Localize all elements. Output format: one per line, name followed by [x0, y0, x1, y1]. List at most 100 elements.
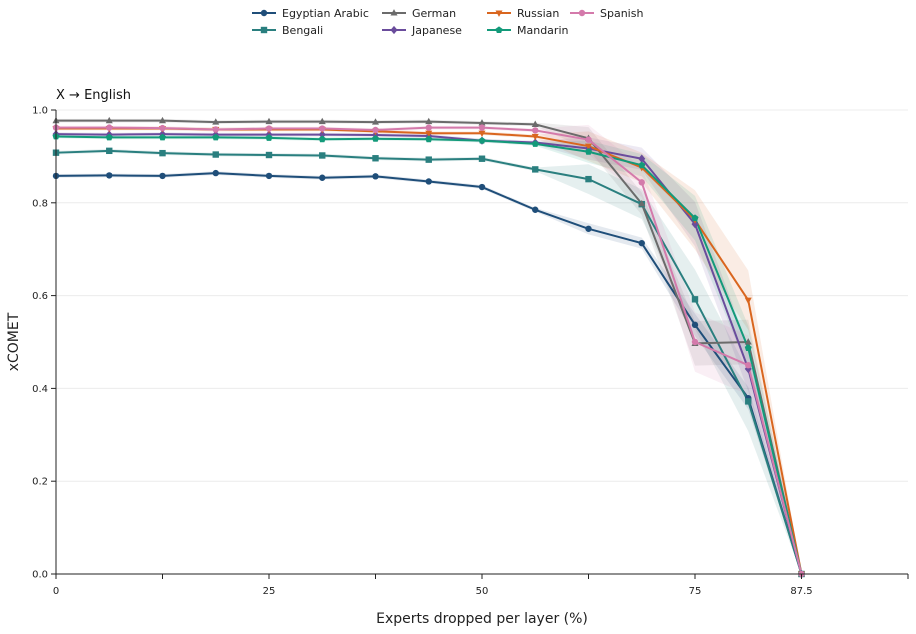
data-point — [638, 179, 645, 186]
confidence-band — [56, 134, 802, 575]
data-point — [106, 172, 113, 179]
legend-swatch-marker — [390, 9, 398, 16]
legend-label: Bengali — [282, 24, 323, 37]
data-point — [585, 136, 592, 143]
legend-swatch-marker — [260, 9, 268, 17]
chart-title: X → English — [56, 88, 131, 103]
data-point — [425, 178, 432, 185]
data-point — [531, 120, 539, 127]
data-point — [372, 173, 379, 180]
data-point — [478, 119, 486, 126]
x-tick-label: 50 — [476, 586, 489, 597]
data-point — [638, 199, 646, 207]
data-point — [691, 338, 699, 346]
data-point — [425, 156, 432, 163]
legend-swatch-marker — [495, 10, 503, 17]
legend-item: Bengali — [252, 24, 323, 37]
legend-item: Spanish — [570, 7, 643, 20]
data-point — [265, 117, 273, 125]
legend-label: German — [412, 7, 456, 20]
legend-swatch-marker — [495, 26, 503, 33]
y-axis-title: xCOMET — [6, 312, 22, 371]
data-point — [319, 174, 326, 181]
data-point — [638, 239, 645, 247]
legend-item: Mandarin — [487, 24, 569, 37]
data-point — [744, 344, 752, 352]
y-tick-label: 0.4 — [32, 384, 48, 395]
legend-swatch-marker — [578, 9, 586, 17]
confidence-bands — [56, 118, 802, 575]
data-point — [159, 149, 166, 157]
data-point — [158, 116, 167, 124]
x-tick-label: 87.5 — [790, 586, 812, 597]
legend-item: Egyptian Arabic — [252, 7, 369, 20]
data-point — [478, 155, 486, 162]
data-point — [106, 147, 113, 155]
data-point — [531, 140, 539, 147]
data-point — [105, 133, 113, 141]
data-point — [318, 117, 326, 125]
data-point — [105, 116, 113, 124]
legend-item: Japanese — [382, 24, 462, 37]
data-point — [691, 219, 699, 229]
data-point — [745, 362, 752, 369]
y-tick-label: 0.0 — [32, 570, 48, 581]
data-point — [691, 296, 699, 303]
y-tick-label: 0.6 — [32, 291, 48, 302]
data-point — [478, 124, 486, 131]
data-point — [318, 135, 326, 143]
data-point — [691, 321, 699, 329]
data-point — [318, 130, 326, 139]
data-point — [585, 148, 592, 155]
data-point — [425, 124, 432, 131]
legend-label: Japanese — [411, 24, 462, 37]
data-point — [691, 214, 699, 222]
data-point — [319, 125, 326, 132]
legend-item: Russian — [487, 7, 559, 20]
data-point — [478, 136, 486, 144]
data-point — [212, 126, 219, 133]
data-point — [532, 166, 539, 173]
data-point — [744, 338, 752, 345]
axes: 0.0 0.2 0.4 0.6 0.8 1.0 0 25 50 75 87.5 — [32, 106, 909, 597]
x-tick-label: 25 — [263, 586, 276, 597]
legend: Egyptian Arabic Bengali German Japanese Russ… — [252, 7, 643, 37]
data-point — [638, 161, 646, 169]
data-point — [638, 154, 646, 163]
data-point — [372, 135, 379, 142]
y-tick-label: 1.0 — [32, 106, 48, 117]
data-point — [478, 183, 486, 191]
data-point — [265, 172, 273, 180]
data-point — [585, 225, 592, 232]
data-point — [585, 175, 592, 183]
legend-swatch-marker — [390, 25, 398, 35]
legend-label: Egyptian Arabic — [282, 7, 369, 20]
y-tick-label: 0.2 — [32, 477, 48, 488]
data-point — [372, 155, 379, 162]
data-point — [425, 135, 433, 143]
legend-item: German — [382, 7, 456, 20]
x-tick-label: 0 — [53, 586, 59, 597]
data-point — [106, 124, 113, 131]
data-point — [212, 151, 219, 158]
data-point — [319, 152, 326, 159]
data-point — [159, 124, 166, 132]
legend-label: Russian — [517, 7, 559, 20]
legend-label: Spanish — [600, 7, 643, 20]
data-point — [532, 127, 539, 134]
data-point — [212, 118, 220, 125]
x-axis-title: Experts dropped per layer (%) — [376, 611, 588, 627]
data-point — [371, 118, 380, 125]
data-point — [745, 398, 752, 405]
data-point — [425, 130, 433, 138]
data-point — [425, 117, 433, 125]
data-point — [212, 133, 220, 141]
data-point — [265, 125, 273, 132]
x-tick-label: 75 — [689, 586, 702, 597]
series-markers — [52, 116, 806, 579]
legend-label: Mandarin — [517, 24, 569, 37]
data-point — [478, 130, 486, 138]
data-point — [744, 297, 752, 305]
legend-swatch-marker — [260, 26, 268, 34]
